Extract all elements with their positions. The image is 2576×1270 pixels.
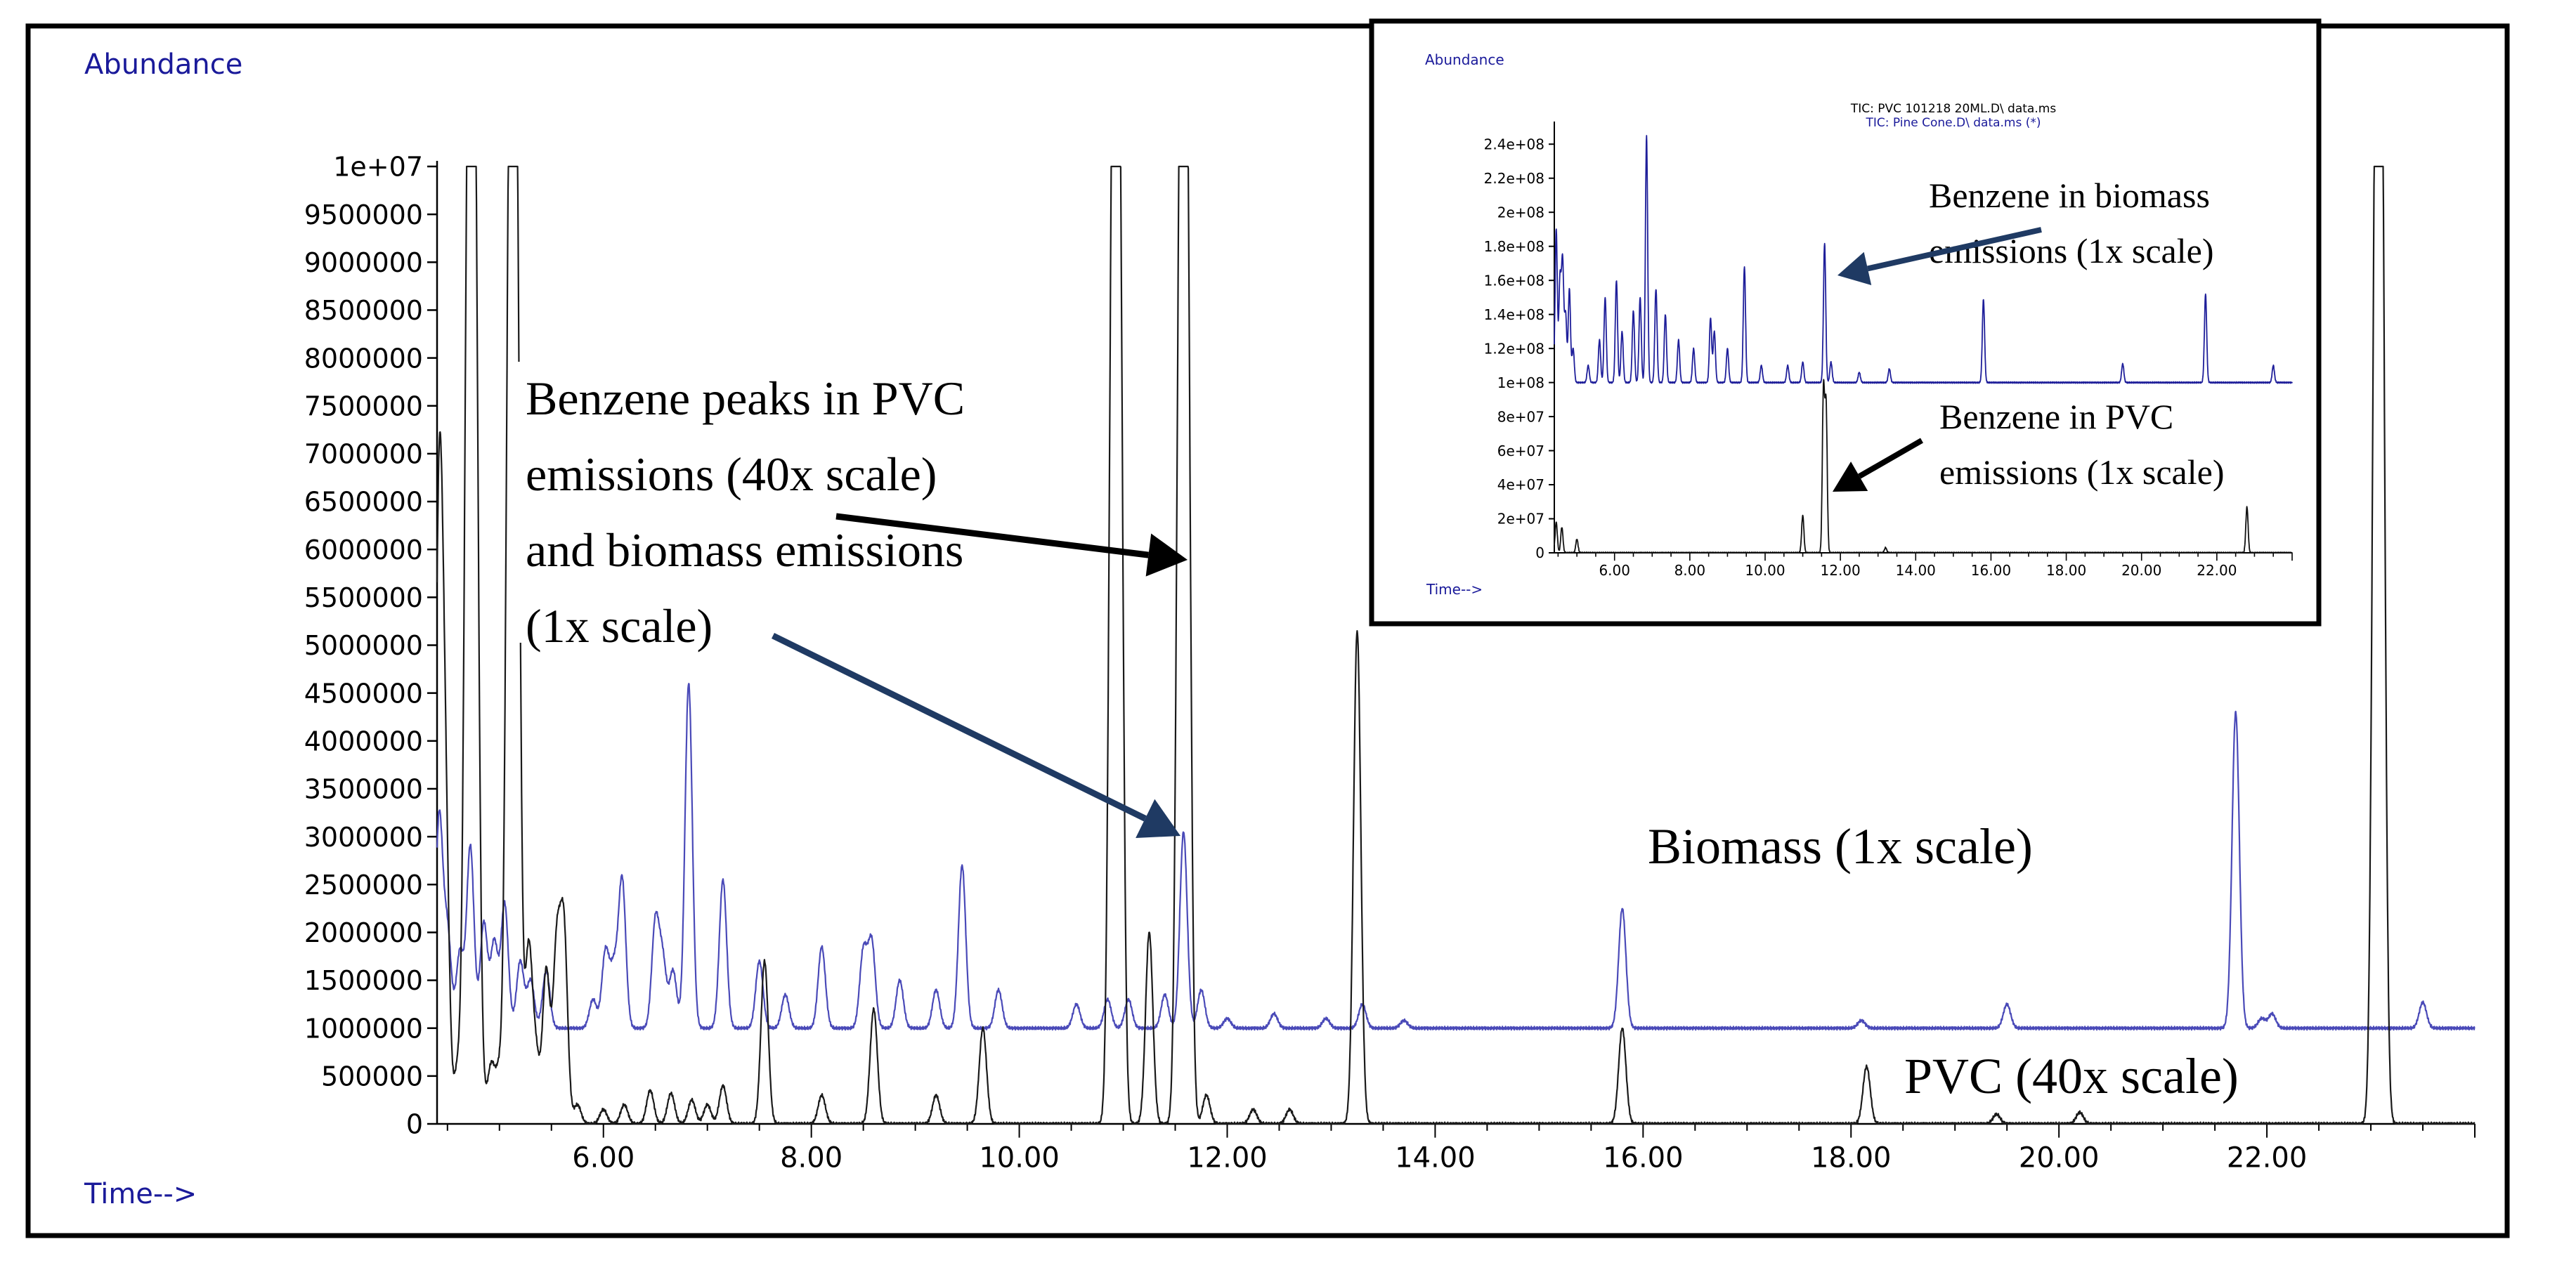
main-y-tick-label: 2500000 bbox=[304, 870, 423, 901]
inset-x-tick-label: 22.00 bbox=[2197, 562, 2237, 579]
main-y-tick-label: 8000000 bbox=[304, 343, 423, 374]
main-y-tick-label: 3500000 bbox=[304, 774, 423, 805]
inset-y-tick-label: 6e+07 bbox=[1497, 443, 1544, 459]
main-y-tick-label: 7500000 bbox=[304, 391, 423, 421]
main-y-tick-label: 0 bbox=[406, 1109, 423, 1140]
main-x-axis-label: Time--> bbox=[84, 1178, 197, 1210]
benzene-peaks-annotation: emissions (40x scale) bbox=[526, 447, 937, 501]
arrow-to-pvc-benzene-shaft bbox=[835, 513, 1149, 558]
main-y-tick-label: 3000000 bbox=[304, 822, 423, 853]
inset-benzene-pvc-annotation: emissions (1x scale) bbox=[1939, 452, 2224, 492]
main-y-tick-label: 4000000 bbox=[304, 726, 423, 757]
main-y-tick-label: 6500000 bbox=[304, 487, 423, 518]
main-y-tick-label: 6000000 bbox=[304, 535, 423, 565]
main-annotations: Benzene peaks in PVC emissions (40x scale… bbox=[513, 362, 2239, 1104]
arrow-to-biomass-benzene-head bbox=[1136, 799, 1180, 838]
inset-arrow-biomass-shaft bbox=[1867, 227, 2042, 272]
inset-series-line-1 bbox=[1554, 379, 2293, 554]
inset-series-group bbox=[1554, 135, 2293, 554]
inset-arrow-biomass-head bbox=[1837, 251, 1872, 285]
main-y-tick-label: 500000 bbox=[321, 1061, 423, 1092]
inset-y-tick-label: 1.6e+08 bbox=[1484, 272, 1544, 289]
benzene-peaks-annotation: Benzene peaks in PVC bbox=[526, 372, 965, 425]
inset-y-tick-label: 4e+07 bbox=[1497, 476, 1544, 493]
main-chart: Abundance Time--> 0 500000 1000000 1500000 2… bbox=[84, 48, 2476, 1210]
pvc-series-label: PVC (40x scale) bbox=[1904, 1048, 2239, 1104]
main-y-tick-label: 7000000 bbox=[304, 439, 423, 470]
main-series-line-0 bbox=[436, 683, 2476, 1031]
arrow-to-pvc-benzene-head bbox=[1145, 533, 1188, 577]
main-y-tick-label: 2000000 bbox=[304, 917, 423, 948]
inset-y-tick-label: 1.8e+08 bbox=[1484, 238, 1544, 255]
main-x-tick-label: 10.00 bbox=[979, 1142, 1060, 1174]
inset-arrow-pvc-shaft bbox=[1858, 438, 1923, 479]
main-series-group bbox=[436, 165, 2476, 1125]
main-y-axis-label: Abundance bbox=[84, 48, 242, 81]
main-x-tick-label: 22.00 bbox=[2227, 1142, 2308, 1174]
main-x-tick-label: 14.00 bbox=[1395, 1142, 1476, 1174]
inset-legend-pvc: TIC: PVC 101218 20ML.D\ data.ms bbox=[1850, 102, 2057, 116]
main-y-tick-label: 4500000 bbox=[304, 678, 423, 709]
main-y-tick-label: 9000000 bbox=[304, 247, 423, 278]
main-y-tick-label: 5500000 bbox=[304, 582, 423, 613]
arrow-to-biomass-benzene-shaft bbox=[772, 632, 1147, 822]
benzene-peaks-annotation: (1x scale) bbox=[526, 599, 713, 653]
main-x-tick-label: 8.00 bbox=[780, 1142, 843, 1174]
inset-x-tick-label: 6.00 bbox=[1599, 562, 1630, 579]
main-y-tick-label: 5000000 bbox=[304, 630, 423, 661]
inset-benzene-biomass-annotation: emissions (1x scale) bbox=[1929, 231, 2213, 270]
inset-x-tick-label: 18.00 bbox=[2046, 562, 2086, 579]
inset-y-tick-label: 1.2e+08 bbox=[1484, 340, 1544, 357]
inset-y-tick-label: 2e+08 bbox=[1497, 204, 1544, 221]
inset-benzene-pvc-annotation: Benzene in PVC bbox=[1939, 397, 2173, 436]
inset-x-tick-label: 14.00 bbox=[1896, 562, 1936, 579]
inset-x-tick-label: 8.00 bbox=[1674, 562, 1706, 579]
inset-arrow-pvc-head bbox=[1833, 461, 1868, 492]
inset-y-tick-label: 2.4e+08 bbox=[1484, 136, 1544, 152]
main-x-tick-label: 16.00 bbox=[1603, 1142, 1684, 1174]
main-y-tick-label: 1000000 bbox=[304, 1013, 423, 1044]
main-series-line-1 bbox=[436, 165, 2476, 1125]
inset-frame bbox=[1369, 18, 2322, 627]
benzene-peaks-annotation: and biomass emissions bbox=[526, 523, 963, 577]
annotation-backdrop bbox=[513, 362, 1068, 643]
inset-y-tick-label: 2.2e+08 bbox=[1484, 170, 1544, 187]
inset-y-tick-label: 1.4e+08 bbox=[1484, 306, 1544, 323]
inset-x-tick-label: 12.00 bbox=[1821, 562, 1861, 579]
inset-legend-biomass: TIC: Pine Cone.D\ data.ms (*) bbox=[1865, 116, 2041, 130]
inset-y-tick-label: 0 bbox=[1535, 544, 1544, 561]
inset-annotations: Benzene in biomass emissions (1x scale) Be… bbox=[1833, 176, 2224, 492]
inset-y-tick-label: 1e+08 bbox=[1497, 374, 1544, 391]
main-x-tick-label: 18.00 bbox=[1811, 1142, 1892, 1174]
inset-y-tick-label: 2e+07 bbox=[1497, 511, 1544, 528]
inset-x-tick-label: 10.00 bbox=[1745, 562, 1785, 579]
inset-x-axis-label: Time--> bbox=[1426, 581, 1483, 598]
biomass-series-label: Biomass (1x scale) bbox=[1648, 818, 2033, 875]
inset-chart: Abundance Time--> TIC: PVC 101218 20ML.D… bbox=[1369, 18, 2322, 627]
inset-y-axis-label: Abundance bbox=[1425, 51, 1504, 68]
main-x-tick-label: 6.00 bbox=[572, 1142, 635, 1174]
main-x-tick-label: 20.00 bbox=[2019, 1142, 2100, 1174]
main-axes: 0 500000 1000000 1500000 2000000 2500000 30000… bbox=[304, 152, 2476, 1174]
main-y-tick-label: 9500000 bbox=[304, 199, 423, 230]
main-y-tick-label: 8500000 bbox=[304, 295, 423, 326]
inset-benzene-biomass-annotation: Benzene in biomass bbox=[1929, 176, 2210, 215]
main-y-tick-label: 1e+07 bbox=[333, 152, 423, 183]
main-y-tick-label: 1500000 bbox=[304, 965, 423, 996]
inset-x-tick-label: 20.00 bbox=[2121, 562, 2161, 579]
inset-series-line-0 bbox=[1554, 135, 2293, 384]
inset-x-tick-label: 16.00 bbox=[1971, 562, 2011, 579]
inset-y-tick-label: 8e+07 bbox=[1497, 408, 1544, 425]
main-x-tick-label: 12.00 bbox=[1187, 1142, 1268, 1174]
